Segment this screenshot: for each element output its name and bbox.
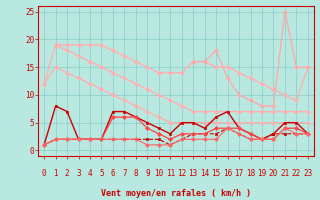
X-axis label: Vent moyen/en rafales ( km/h ): Vent moyen/en rafales ( km/h ) xyxy=(101,189,251,198)
